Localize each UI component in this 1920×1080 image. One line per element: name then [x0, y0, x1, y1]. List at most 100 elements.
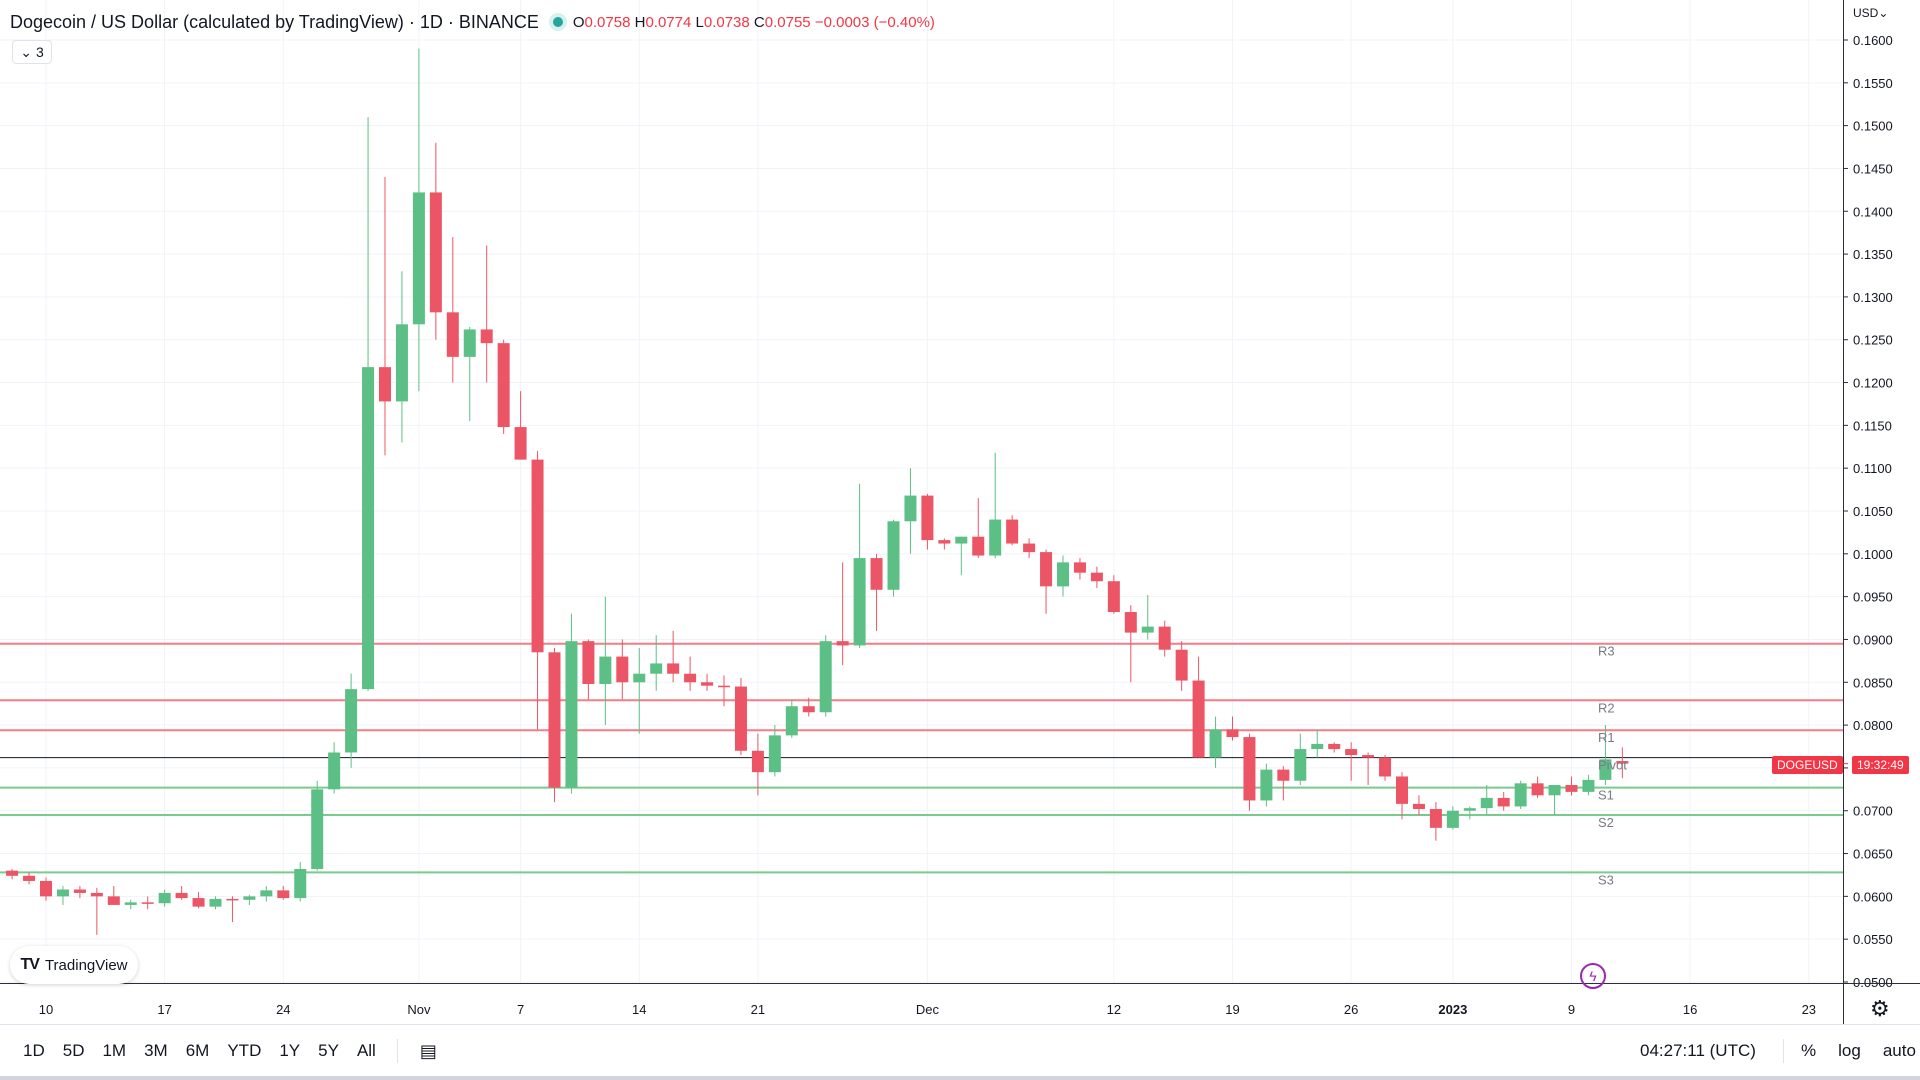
candle-down [921, 495, 934, 541]
price-tick-label: 0.0600 [1853, 889, 1893, 904]
candle-up [1582, 779, 1595, 792]
candle-down [1497, 797, 1510, 807]
candle-down [497, 343, 510, 428]
price-tick-label: 0.1200 [1853, 376, 1893, 391]
currency-selector[interactable]: USD⌄ [1853, 6, 1889, 20]
level-label-pivot: Pivot [1598, 758, 1627, 773]
tradingview-logo[interactable]: TV TradingView [10, 946, 138, 984]
candle-down [531, 459, 544, 653]
candle-down [1531, 783, 1544, 796]
tradingview-logo-text: TradingView [44, 956, 128, 974]
candle-up [1548, 785, 1561, 796]
time-tick-label: 10 [39, 1002, 53, 1017]
candle-down [1040, 552, 1053, 587]
candle-down [616, 656, 629, 683]
candle-down [1429, 809, 1442, 828]
time-tick-label: 9 [1568, 1002, 1575, 1017]
price-chart[interactable]: R3 R2 R1 Pivot S1 S2 S3 0.1600 0.1550 0.1500 0.145… [0, 0, 1920, 1024]
open-label: O [572, 13, 585, 31]
calendar-icon[interactable]: ▤ [419, 1040, 437, 1061]
close-label: C [753, 13, 765, 31]
range-1y-button[interactable]: 1Y [279, 1041, 301, 1060]
candle-up [362, 367, 375, 690]
candle-up [1446, 810, 1459, 828]
range-all-button[interactable]: All [356, 1041, 376, 1060]
candle-down [1226, 729, 1239, 738]
level-label-s2: S2 [1598, 815, 1614, 830]
candle-up [56, 889, 69, 897]
utc-clock[interactable]: 04:27:11 (UTC) [1640, 1041, 1756, 1060]
price-tick-label: 0.0500 [1853, 975, 1893, 990]
time-tick-label: 19 [1225, 1002, 1239, 1017]
candle-down [480, 329, 493, 344]
ohlc-values: O0.0758 H0.0774 L0.0738 C0.0755 −0.0003 … [573, 14, 935, 31]
candle-down [751, 750, 764, 773]
toolbar-divider [396, 1039, 398, 1063]
price-tick-label: 0.0650 [1853, 847, 1893, 862]
candle-up [1057, 562, 1069, 587]
market-status-dot[interactable] [552, 17, 563, 27]
range-1d-button[interactable]: 1D [23, 1041, 45, 1060]
candle-down [836, 641, 849, 646]
range-6m-button[interactable]: 6M [185, 1041, 210, 1060]
price-tick-label: 0.1250 [1853, 333, 1893, 348]
candle-down [1379, 757, 1392, 777]
open-value: 0.0758 [584, 13, 631, 31]
candle-up [1599, 759, 1612, 780]
candle-down [734, 686, 747, 751]
candle-up [158, 892, 171, 904]
chart-canvas[interactable]: R3 R2 R1 Pivot S1 S2 S3 0.1600 0.1550 0.1500 0.145… [0, 0, 1920, 1024]
candle-up [785, 706, 798, 736]
range-5y-button[interactable]: 5Y [318, 1041, 339, 1060]
candle-up [565, 641, 578, 788]
price-tick-label: 0.1150 [1853, 418, 1892, 433]
candle-down [1616, 761, 1629, 764]
candle-up [124, 902, 137, 905]
symbol-title[interactable]: Dogecoin / US Dollar (calculated by Trad… [10, 11, 539, 32]
range-1m-button[interactable]: 1M [102, 1041, 127, 1060]
candle-up [209, 898, 222, 907]
bottom-strip [0, 1076, 1920, 1080]
candle-down [1090, 572, 1103, 582]
price-tick-label: 0.0800 [1853, 718, 1893, 733]
range-5d-button[interactable]: 5D [62, 1041, 85, 1060]
candle-up [887, 521, 900, 590]
candle-down [429, 192, 442, 313]
gear-icon[interactable]: ⚙ [1870, 996, 1890, 1021]
level-label-r3: R3 [1598, 644, 1615, 659]
candle-down [938, 540, 951, 544]
candle-down [379, 367, 391, 402]
time-axis-bg [0, 983, 1843, 1024]
indicators-toggle-button[interactable]: ⌄ 3 [12, 40, 52, 64]
time-tick-label: 7 [517, 1002, 524, 1017]
price-tick-label: 0.1400 [1853, 204, 1893, 219]
candle-down [40, 880, 52, 897]
candle-down [1073, 562, 1086, 573]
candle-down [1362, 755, 1375, 758]
candle-up [819, 641, 832, 713]
low-label: L [695, 13, 704, 31]
range-ytd-button[interactable]: YTD [227, 1041, 262, 1060]
candle-up [395, 324, 408, 402]
candle-up [1463, 808, 1476, 811]
range-3m-button[interactable]: 3M [144, 1041, 168, 1060]
indicator-count: 3 [35, 44, 44, 60]
candle-down [1565, 785, 1578, 792]
candle-up [243, 896, 256, 900]
candle-down [90, 892, 103, 897]
candle-down [23, 875, 36, 881]
candle-down [1277, 769, 1290, 781]
candle-down [684, 673, 697, 683]
candle-up [1209, 729, 1222, 758]
log-scale-button[interactable]: log [1838, 1041, 1861, 1060]
percent-scale-button[interactable]: % [1801, 1041, 1817, 1060]
scale-options: % log auto [1783, 1025, 1920, 1077]
candle-down [1243, 737, 1256, 801]
auto-scale-button[interactable]: auto [1882, 1041, 1916, 1060]
close-value: 0.0755 [764, 13, 811, 31]
candle-up [260, 890, 273, 897]
candle-down [972, 536, 985, 556]
candle-down [1124, 612, 1137, 633]
candle-down [1023, 543, 1036, 553]
lightning-icon[interactable]: ϟ [1580, 963, 1606, 989]
